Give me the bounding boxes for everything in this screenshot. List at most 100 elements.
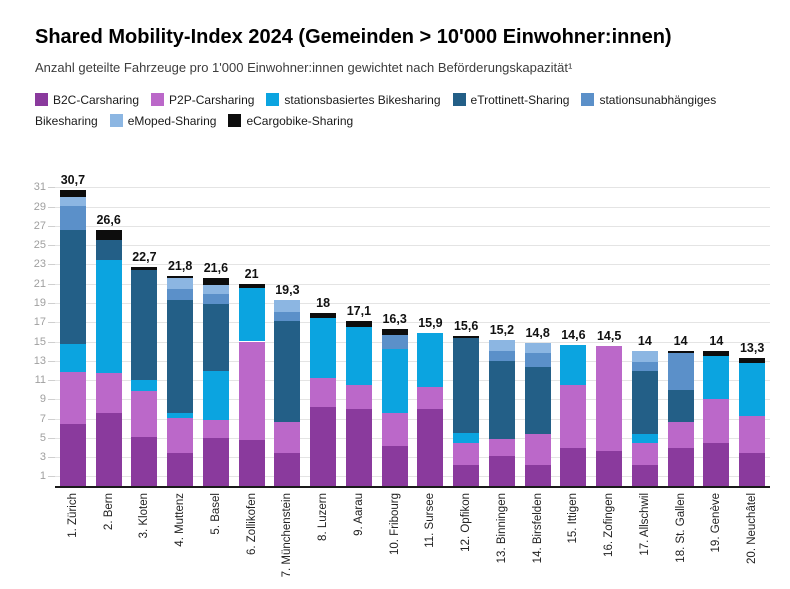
bar-segment-stationsbasiertes-bikesharing[interactable] — [345, 327, 372, 385]
bar-segment-b2c-carsharing[interactable] — [488, 456, 515, 486]
bar-segment-stationsunabh-ngiges-bikesharing[interactable] — [631, 361, 658, 372]
bar-segment-stationsbasiertes-bikesharing[interactable] — [381, 349, 408, 413]
bar-segment-p2p-carsharing[interactable] — [560, 384, 587, 449]
bar-segment-etrottinett-sharing[interactable] — [274, 321, 301, 423]
bar-segment-ecargobike-sharing[interactable] — [59, 190, 86, 197]
bar-segment-b2c-carsharing[interactable] — [703, 442, 730, 486]
bar-segment-p2p-carsharing[interactable] — [95, 373, 122, 413]
bar-segment-etrottinett-sharing[interactable] — [95, 240, 122, 260]
bar-segment-stationsbasiertes-bikesharing[interactable] — [238, 287, 265, 342]
bar-segment-p2p-carsharing[interactable] — [703, 399, 730, 443]
bar-segment-p2p-carsharing[interactable] — [131, 390, 158, 437]
bar-segment-p2p-carsharing[interactable] — [524, 433, 551, 465]
bar-segment-etrottinett-sharing[interactable] — [524, 366, 551, 434]
bar-segment-stationsunabh-ngiges-bikesharing[interactable] — [167, 288, 194, 301]
bar-segment-etrottinett-sharing[interactable] — [488, 360, 515, 439]
bar-segment-b2c-carsharing[interactable] — [453, 464, 480, 486]
bar-segment-ecargobike-sharing[interactable] — [453, 335, 480, 338]
bar-segment-b2c-carsharing[interactable] — [524, 464, 551, 486]
bar-segment-b2c-carsharing[interactable] — [274, 453, 301, 486]
bar-segment-p2p-carsharing[interactable] — [381, 412, 408, 446]
bar-segment-emoped-sharing[interactable] — [524, 343, 551, 354]
bar-segment-ecargobike-sharing[interactable] — [667, 351, 694, 354]
bar-segment-p2p-carsharing[interactable] — [453, 442, 480, 465]
bar-segment-stationsbasiertes-bikesharing[interactable] — [631, 433, 658, 443]
bar-segment-b2c-carsharing[interactable] — [417, 408, 444, 486]
bar-segment-etrottinett-sharing[interactable] — [631, 371, 658, 434]
bar-segment-stationsbasiertes-bikesharing[interactable] — [560, 345, 587, 385]
bar-segment-p2p-carsharing[interactable] — [167, 417, 194, 454]
bar-segment-p2p-carsharing[interactable] — [274, 422, 301, 454]
bar-segment-b2c-carsharing[interactable] — [381, 445, 408, 486]
bar-segment-p2p-carsharing[interactable] — [310, 378, 337, 407]
bar-segment-p2p-carsharing[interactable] — [417, 386, 444, 409]
bar-segment-stationsbasiertes-bikesharing[interactable] — [739, 362, 766, 416]
bar-segment-p2p-carsharing[interactable] — [238, 341, 265, 440]
bar-segment-stationsbasiertes-bikesharing[interactable] — [417, 332, 444, 387]
bar-segment-b2c-carsharing[interactable] — [95, 412, 122, 486]
bar-segment-b2c-carsharing[interactable] — [238, 439, 265, 486]
bar-segment-b2c-carsharing[interactable] — [631, 464, 658, 486]
bar-segment-b2c-carsharing[interactable] — [167, 453, 194, 486]
y-tick-mark-21 — [48, 283, 55, 285]
bar-segment-emoped-sharing[interactable] — [202, 284, 229, 295]
bar-segment-etrottinett-sharing[interactable] — [202, 303, 229, 372]
bar-segment-stationsunabh-ngiges-bikesharing[interactable] — [488, 351, 515, 361]
bar-segment-emoped-sharing[interactable] — [59, 197, 86, 206]
bar-segment-b2c-carsharing[interactable] — [310, 407, 337, 486]
bar-segment-ecargobike-sharing[interactable] — [739, 357, 766, 363]
bar-segment-p2p-carsharing[interactable] — [739, 415, 766, 454]
bar-segment-etrottinett-sharing[interactable] — [59, 229, 86, 345]
bar-segment-p2p-carsharing[interactable] — [488, 438, 515, 457]
bar-segment-ecargobike-sharing[interactable] — [167, 276, 194, 278]
bar-segment-p2p-carsharing[interactable] — [202, 419, 229, 438]
bar-segment-ecargobike-sharing[interactable] — [238, 283, 265, 288]
bar-segment-p2p-carsharing[interactable] — [596, 346, 623, 452]
bar-segment-etrottinett-sharing[interactable] — [131, 270, 158, 381]
bar-segment-stationsunabh-ngiges-bikesharing[interactable] — [524, 353, 551, 367]
bar-segment-b2c-carsharing[interactable] — [560, 448, 587, 486]
bar-segment-stationsunabh-ngiges-bikesharing[interactable] — [381, 334, 408, 350]
bar-segment-stationsunabh-ngiges-bikesharing[interactable] — [274, 311, 301, 322]
bar-segment-emoped-sharing[interactable] — [167, 277, 194, 289]
legend-item-3: stationsbasiertes Bikesharing — [266, 93, 441, 107]
bar-segment-p2p-carsharing[interactable] — [631, 442, 658, 465]
bar-segment-stationsunabh-ngiges-bikesharing[interactable] — [202, 294, 229, 304]
bar-segment-ecargobike-sharing[interactable] — [703, 351, 730, 356]
bar-segment-etrottinett-sharing[interactable] — [667, 389, 694, 423]
bar-segment-stationsbasiertes-bikesharing[interactable] — [95, 259, 122, 374]
bar-segment-b2c-carsharing[interactable] — [202, 437, 229, 486]
bar-total-label: 17,1 — [346, 304, 372, 319]
bar-segment-stationsbasiertes-bikesharing[interactable] — [131, 380, 158, 391]
bar-segment-b2c-carsharing[interactable] — [596, 451, 623, 486]
bar-segment-emoped-sharing[interactable] — [631, 351, 658, 362]
bar-segment-stationsunabh-ngiges-bikesharing[interactable] — [59, 205, 86, 230]
bar-segment-stationsbasiertes-bikesharing[interactable] — [167, 412, 194, 418]
x-axis-label: 4. Muttenz — [174, 493, 187, 547]
bar-segment-emoped-sharing[interactable] — [488, 339, 515, 352]
bar-segment-etrottinett-sharing[interactable] — [167, 300, 194, 413]
bar-segment-p2p-carsharing[interactable] — [345, 384, 372, 409]
bar-segment-b2c-carsharing[interactable] — [59, 424, 86, 486]
bar-segment-stationsunabh-ngiges-bikesharing[interactable] — [667, 353, 694, 390]
bar-segment-b2c-carsharing[interactable] — [131, 436, 158, 486]
bar-segment-ecargobike-sharing[interactable] — [381, 328, 408, 335]
bar-segment-b2c-carsharing[interactable] — [739, 453, 766, 486]
bar-segment-ecargobike-sharing[interactable] — [310, 312, 337, 319]
bar-segment-stationsbasiertes-bikesharing[interactable] — [59, 344, 86, 373]
bar-segment-ecargobike-sharing[interactable] — [131, 267, 158, 271]
bar-segment-p2p-carsharing[interactable] — [59, 372, 86, 425]
bar-segment-b2c-carsharing[interactable] — [667, 448, 694, 486]
bar-segment-stationsbasiertes-bikesharing[interactable] — [202, 371, 229, 420]
bar-segment-stationsbasiertes-bikesharing[interactable] — [453, 433, 480, 443]
bar-segment-b2c-carsharing[interactable] — [345, 408, 372, 486]
bar-segment-emoped-sharing[interactable] — [274, 300, 301, 312]
bar-segment-stationsbasiertes-bikesharing[interactable] — [310, 318, 337, 379]
bar-segment-stationsbasiertes-bikesharing[interactable] — [703, 355, 730, 400]
bar-segment-etrottinett-sharing[interactable] — [453, 337, 480, 433]
y-tick-label-17: 17 — [33, 316, 46, 329]
bar-segment-ecargobike-sharing[interactable] — [202, 277, 229, 285]
bar-segment-ecargobike-sharing[interactable] — [95, 229, 122, 241]
bar-segment-p2p-carsharing[interactable] — [667, 422, 694, 449]
bar-segment-ecargobike-sharing[interactable] — [345, 321, 372, 328]
